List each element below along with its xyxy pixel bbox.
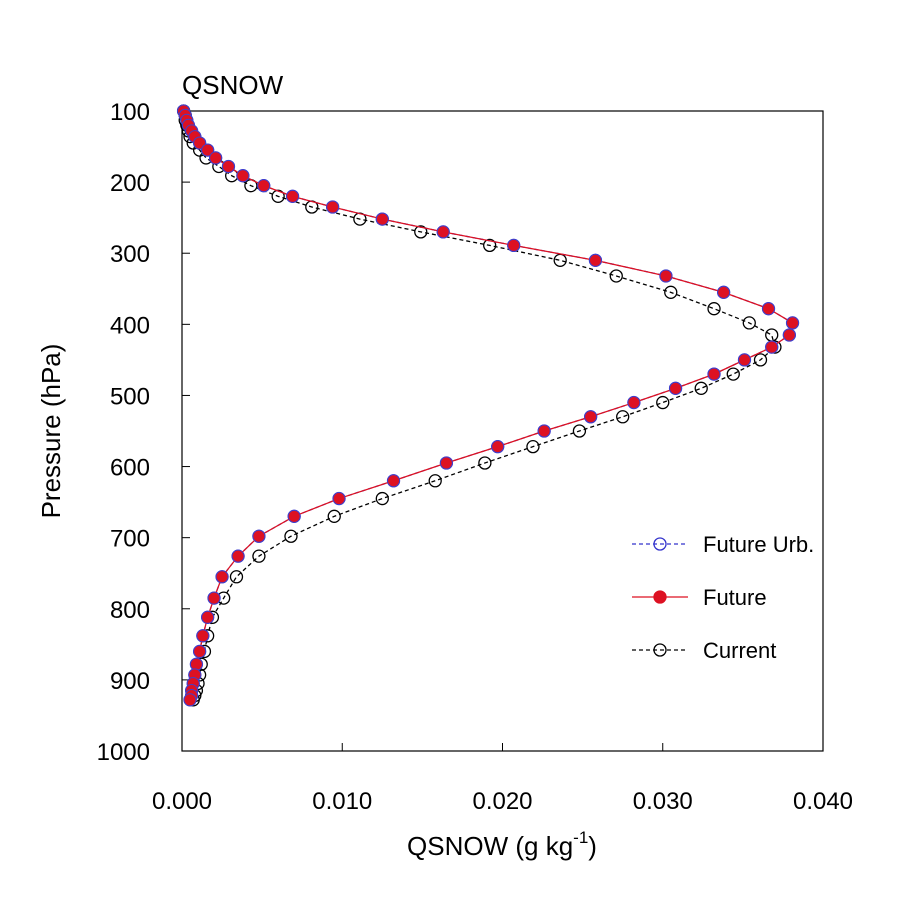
data-point xyxy=(616,410,630,424)
data-point xyxy=(782,328,796,342)
data-point xyxy=(196,629,210,643)
data-point xyxy=(609,269,623,283)
x-axis-title-main: QSNOW (g kg xyxy=(407,831,573,861)
data-point xyxy=(201,143,215,157)
data-point xyxy=(786,316,800,330)
legend-marker xyxy=(653,643,667,657)
data-point xyxy=(252,529,266,543)
data-point xyxy=(526,439,540,454)
data-point xyxy=(664,285,678,299)
series-layer xyxy=(176,104,800,707)
data-point xyxy=(375,212,389,226)
data-point xyxy=(762,302,776,316)
data-point xyxy=(478,456,492,470)
x-tick-label: 0.020 xyxy=(472,788,532,815)
x-tick-label: 0.000 xyxy=(152,788,212,815)
data-point xyxy=(286,189,300,203)
data-point xyxy=(326,200,340,214)
data-point xyxy=(375,491,389,506)
y-tick-label: 200 xyxy=(110,170,150,197)
x-tick-label: 0.030 xyxy=(633,788,693,815)
data-point xyxy=(414,225,428,239)
legend-label: Future xyxy=(703,585,767,610)
y-tick-label: 900 xyxy=(110,668,150,695)
data-point xyxy=(572,424,587,438)
data-point xyxy=(428,474,442,488)
data-point xyxy=(221,159,235,173)
y-tick-label: 400 xyxy=(110,312,150,339)
data-point xyxy=(584,410,598,424)
data-point xyxy=(659,269,673,283)
legend-item-future: Future xyxy=(632,585,767,610)
data-point xyxy=(229,570,244,584)
data-point xyxy=(387,474,401,488)
data-point xyxy=(193,644,207,658)
legend-label: Current xyxy=(703,638,776,663)
y-tick-label: 700 xyxy=(110,526,150,553)
data-point xyxy=(537,424,551,438)
legend-label: Future Urb. xyxy=(703,532,814,557)
y-tick-label: 300 xyxy=(110,241,150,268)
y-tick-label: 100 xyxy=(110,99,150,126)
data-point xyxy=(707,302,721,316)
data-point xyxy=(694,381,708,395)
data-point xyxy=(627,396,641,410)
y-axis-title: Pressure (hPa) xyxy=(36,344,66,519)
data-point xyxy=(207,591,221,605)
legend: Future Urb. Future Current xyxy=(632,532,814,663)
data-point xyxy=(588,253,602,267)
data-point xyxy=(507,238,521,252)
legend-item-current: Current xyxy=(632,638,776,663)
data-point xyxy=(257,179,271,193)
data-point xyxy=(707,367,721,381)
y-tick-label: 500 xyxy=(110,383,150,410)
x-axis-title-superscript: -1 xyxy=(573,828,588,847)
legend-item-future-urb: Future Urb. xyxy=(632,532,814,557)
y-axis: 100 200 300 400 500 600 700 800 900 1000 xyxy=(97,99,190,766)
data-point xyxy=(491,440,505,454)
legend-marker xyxy=(653,537,667,551)
y-tick-label: 800 xyxy=(110,597,150,624)
data-point xyxy=(483,238,497,253)
data-point xyxy=(656,395,670,410)
data-point xyxy=(189,657,203,671)
data-point xyxy=(287,509,301,523)
data-point xyxy=(332,492,346,506)
series-future xyxy=(177,104,800,707)
x-axis: 0.000 0.010 0.020 0.030 0.040 xyxy=(152,743,853,815)
x-tick-label: 0.010 xyxy=(312,788,372,815)
data-point xyxy=(231,549,245,563)
data-point xyxy=(201,610,215,624)
data-point xyxy=(717,285,731,299)
y-tick-label: 1000 xyxy=(97,739,150,766)
data-point xyxy=(236,169,250,183)
data-point xyxy=(737,353,751,367)
data-point xyxy=(183,693,197,707)
data-point xyxy=(765,340,779,354)
data-point xyxy=(252,549,266,563)
data-point xyxy=(753,353,768,367)
x-axis-title: QSNOW (g kg-1) xyxy=(407,828,597,861)
data-point xyxy=(742,316,756,330)
data-point xyxy=(327,509,341,523)
x-tick-label: 0.040 xyxy=(793,788,853,815)
chart-title: QSNOW xyxy=(182,70,284,100)
data-point xyxy=(215,570,229,584)
data-point xyxy=(209,151,223,165)
data-point xyxy=(669,381,683,395)
x-axis-title-suffix: ) xyxy=(588,831,597,861)
legend-marker xyxy=(653,590,667,604)
data-point xyxy=(284,529,298,543)
data-point xyxy=(439,456,453,470)
y-tick-label: 600 xyxy=(110,455,150,482)
data-point xyxy=(436,225,450,239)
data-point xyxy=(726,367,740,381)
